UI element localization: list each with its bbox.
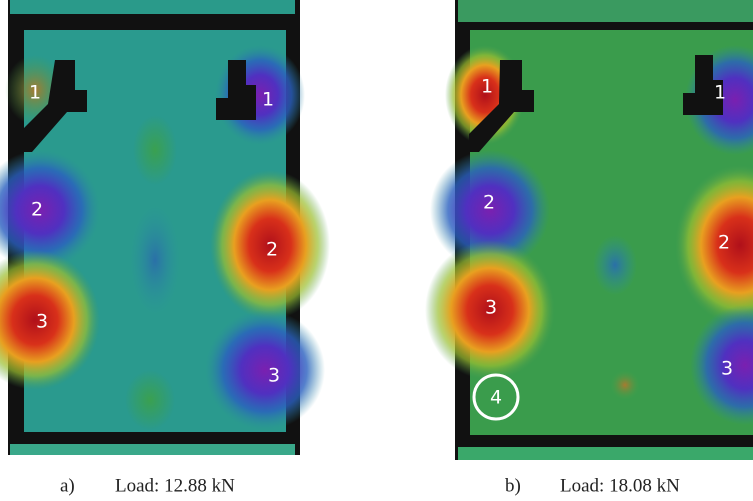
caption: Load: 18.08 kN — [560, 475, 680, 496]
marker: 2 — [718, 232, 730, 254]
marker: 1 — [714, 82, 726, 104]
panel-a: 1 1 2 2 3 3 — [0, 0, 330, 455]
marker: 3 — [268, 365, 280, 387]
marker: 1 — [481, 76, 493, 98]
marker: 2 — [483, 192, 495, 214]
marker: 1 — [29, 82, 41, 104]
marker: 3 — [485, 297, 497, 319]
marker: 2 — [266, 239, 278, 261]
marker: 3 — [36, 311, 48, 333]
panel-label: b) — [505, 475, 521, 496]
marker: 1 — [262, 89, 274, 111]
caption: Load: 12.88 kN — [115, 475, 235, 496]
figure: 1 1 2 2 3 3 1 1 2 2 3 3 4 a) Load: 12.88… — [0, 0, 753, 501]
marker: 3 — [721, 358, 733, 380]
marker: 2 — [31, 199, 43, 221]
panel-label: a) — [60, 475, 75, 496]
marker: 4 — [490, 387, 502, 409]
panel-b: 1 1 2 2 3 3 4 — [425, 0, 753, 460]
